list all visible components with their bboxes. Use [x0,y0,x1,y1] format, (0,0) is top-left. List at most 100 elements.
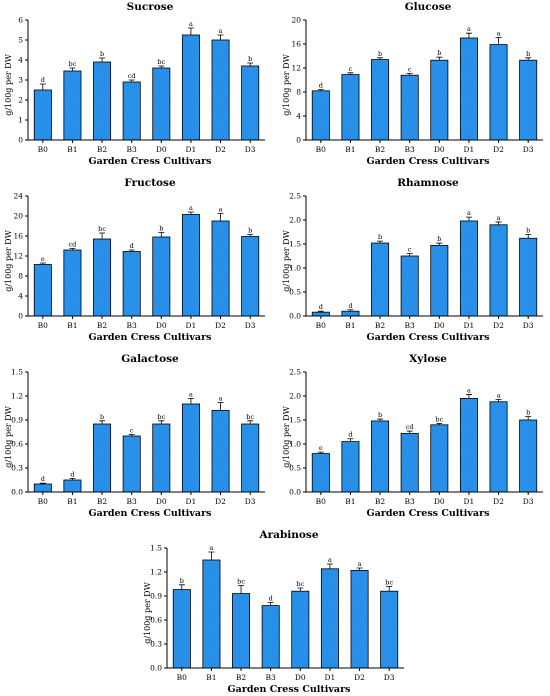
y-tick-label: 2.0 [289,216,301,225]
y-axis-label: g/100g per DW [4,53,13,115]
error-bar [247,420,254,424]
bar [33,89,52,141]
significance-label: b [378,411,382,419]
chart-sucrose: Sucrose g/100g per DW Garden Cress Culti… [4,1,265,167]
error-bar [217,402,224,411]
significance-label: a [467,209,471,217]
x-axis-label: Garden Cress Cultivars [367,332,490,343]
y-axis-label: g/100g per DW [143,581,152,643]
error-bar [158,65,165,68]
y-tick-label: 20 [13,212,23,221]
x-tick-label: D3 [245,497,256,506]
error-bar [465,32,472,38]
x-tick-label: B2 [97,145,108,154]
x-tick-label: B2 [97,497,108,506]
significance-label: a [497,214,501,222]
y-tick-label: 0.0 [289,312,301,321]
x-tick-label: D3 [523,497,534,506]
x-tick-label: B1 [345,145,355,154]
significance-label: cd [128,72,136,80]
bar [320,568,339,669]
bar [400,74,419,141]
chart-title: Xylose [409,353,447,365]
error-bar [187,27,194,35]
significance-label: d [130,242,134,250]
error-bar [347,309,354,312]
bar [152,67,171,141]
significance-label: a [219,206,223,214]
x-tick-label: D1 [186,321,197,330]
error-bar [217,34,224,40]
x-tick-label: D0 [434,145,445,154]
y-tick-label: 2.5 [289,192,301,201]
bar [371,242,390,317]
significance-label: b [248,227,252,235]
error-bar [247,62,254,66]
error-bar [326,563,333,569]
chart-title: Glucose [405,1,452,13]
bar [211,220,230,317]
y-axis-label: g/100g per DW [282,229,291,291]
x-tick-label: B2 [97,321,108,330]
error-bar [158,232,165,237]
error-bar [99,420,106,424]
y-tick-label: 1.2 [150,568,162,577]
error-bar [377,418,384,421]
y-tick-label: 8 [18,272,23,281]
significance-label: a [189,20,193,28]
y-tick-label: 1.5 [289,416,301,425]
x-axis-label: Garden Cress Cultivars [89,332,212,343]
significance-label: a [467,387,471,395]
chart-arabinose: Arabinose g/100g per DW Garden Cress Cul… [143,529,404,695]
significance-label: bc [435,415,443,423]
chart-title: Fructose [124,177,176,189]
y-axis-label: g/100g per DW [4,405,13,467]
bar [93,238,112,317]
chart-panel-galactose: Galactose g/100g per DW Garden Cress Cul… [0,352,270,520]
x-tick-label: D0 [156,497,167,506]
error-bar [495,221,502,225]
significance-label: d [319,82,323,90]
x-axis-label: Garden Cress Cultivars [89,156,212,167]
x-axis-label: Garden Cress Cultivars [367,156,490,167]
significance-label: c [349,65,353,73]
y-tick-label: 0.0 [289,488,301,497]
x-tick-label: D1 [186,497,197,506]
bar [400,433,419,493]
error-bar [317,451,324,454]
x-tick-label: D1 [325,673,336,682]
x-tick-label: B3 [405,321,416,330]
significance-label: b [526,226,530,234]
bar [459,398,478,493]
significance-label: cd [69,241,77,249]
error-bar [158,420,165,424]
chart-title: Galactose [121,353,179,365]
x-tick-label: B3 [127,497,138,506]
error-bar [247,234,254,237]
x-tick-label: B2 [375,497,386,506]
y-tick-label: 0 [18,136,23,145]
significance-label: a [189,204,193,212]
error-bar [69,248,76,250]
bar [181,34,200,141]
error-bar [525,234,532,239]
significance-label: bc [69,60,77,68]
bar [63,70,82,141]
x-tick-label: B3 [405,497,416,506]
x-tick-label: D0 [156,145,167,154]
bar [430,59,449,141]
x-tick-label: B2 [236,673,247,682]
significance-label: a [328,556,332,564]
y-tick-label: 1 [18,116,23,125]
y-tick-label: 20 [291,16,301,25]
chart-panel-fructose: Fructose g/100g per DW Garden Cress Cult… [0,176,270,344]
y-tick-label: 24 [13,192,23,201]
chart-panel-rhamnose: Rhamnose g/100g per DW Garden Cress Cult… [278,176,548,344]
error-bar [317,310,324,313]
error-bar [465,216,472,221]
x-tick-label: B3 [127,145,138,154]
significance-label: b [100,50,104,58]
bar [519,59,538,141]
x-axis-label: Garden Cress Cultivars [228,684,351,695]
x-tick-label: D2 [493,145,504,154]
